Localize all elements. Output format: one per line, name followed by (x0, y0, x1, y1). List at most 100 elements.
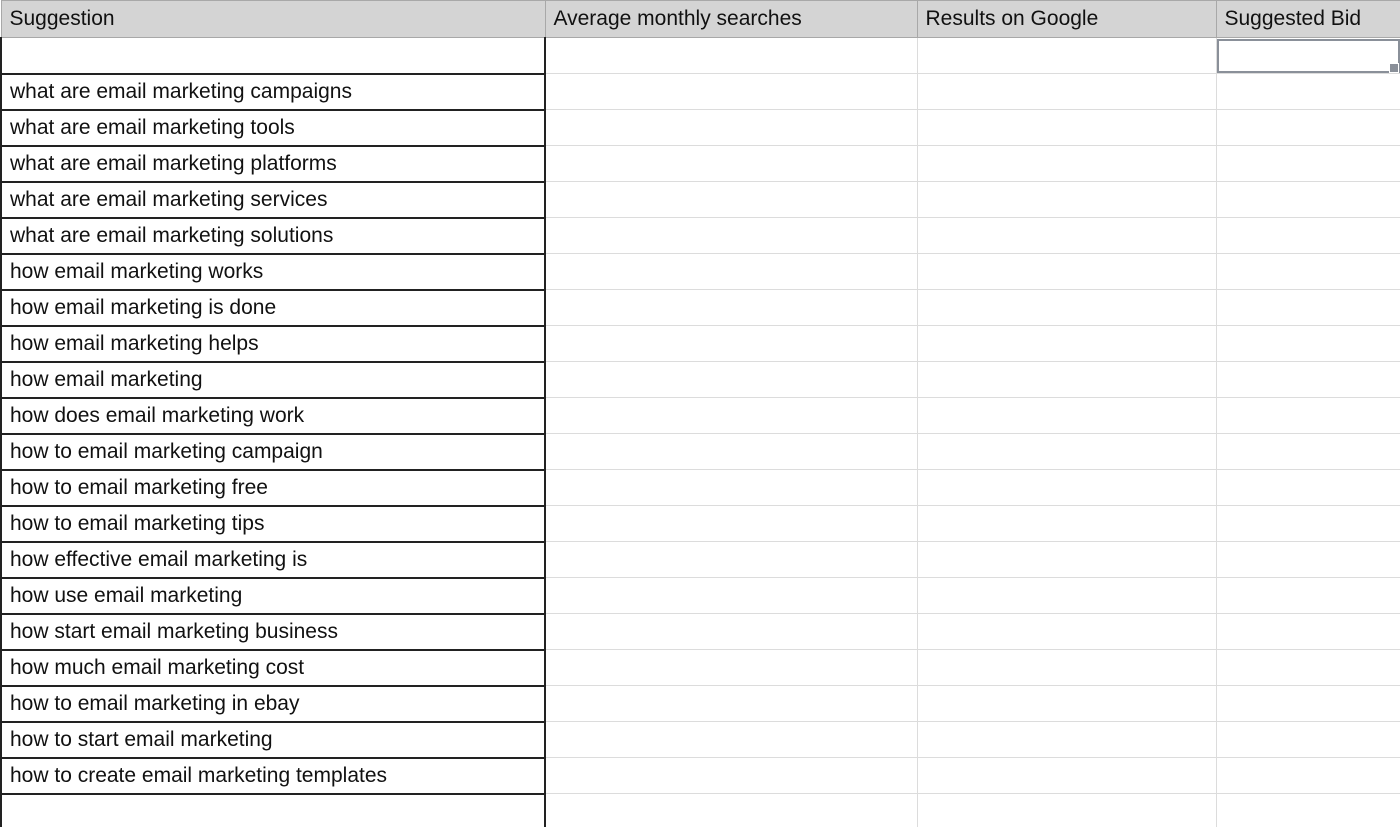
suggested-bid-cell[interactable] (1216, 361, 1400, 398)
average-monthly-searches-cell[interactable] (545, 505, 918, 542)
average-monthly-searches-cell[interactable] (545, 325, 918, 362)
average-monthly-searches-cell[interactable] (545, 541, 918, 578)
suggested-bid-cell[interactable] (1216, 613, 1400, 650)
results-on-google-cell[interactable] (917, 181, 1217, 218)
suggestion-cell[interactable]: how start email marketing business (0, 613, 546, 651)
suggestion-cell[interactable] (0, 37, 546, 75)
table-row: how email marketing (0, 361, 1400, 399)
results-on-google-cell[interactable] (917, 793, 1217, 827)
average-monthly-searches-cell[interactable] (545, 37, 918, 74)
suggestion-cell[interactable]: how much email marketing cost (0, 649, 546, 687)
average-monthly-searches-cell[interactable] (545, 433, 918, 470)
suggestion-cell[interactable]: what are email marketing services (0, 181, 546, 219)
average-monthly-searches-cell[interactable] (545, 253, 918, 290)
suggestion-cell[interactable]: what are email marketing campaigns (0, 73, 546, 111)
suggested-bid-cell[interactable] (1216, 577, 1400, 614)
suggestion-cell[interactable]: how email marketing helps (0, 325, 546, 363)
suggested-bid-cell[interactable] (1216, 541, 1400, 578)
suggestion-cell[interactable]: how to email marketing tips (0, 505, 546, 543)
suggestion-cell[interactable]: how does email marketing work (0, 397, 546, 435)
results-on-google-cell[interactable] (917, 325, 1217, 362)
results-on-google-cell[interactable] (917, 685, 1217, 722)
suggested-bid-cell[interactable] (1216, 253, 1400, 290)
average-monthly-searches-cell[interactable] (545, 289, 918, 326)
results-on-google-cell[interactable] (917, 613, 1217, 650)
average-monthly-searches-cell[interactable] (545, 793, 918, 827)
table-row: how does email marketing work (0, 397, 1400, 435)
suggestion-cell[interactable]: what are email marketing tools (0, 109, 546, 147)
suggested-bid-cell[interactable] (1216, 757, 1400, 794)
average-monthly-searches-cell[interactable] (545, 577, 918, 614)
results-on-google-cell[interactable] (917, 397, 1217, 434)
suggested-bid-cell[interactable] (1216, 469, 1400, 506)
column-header-suggested-bid[interactable]: Suggested Bid (1215, 0, 1400, 38)
suggested-bid-cell[interactable] (1216, 685, 1400, 722)
average-monthly-searches-cell[interactable] (545, 649, 918, 686)
suggested-bid-cell[interactable] (1216, 721, 1400, 758)
suggestion-cell[interactable]: how email marketing works (0, 253, 546, 291)
average-monthly-searches-cell[interactable] (545, 469, 918, 506)
suggested-bid-cell[interactable] (1216, 181, 1400, 218)
results-on-google-cell[interactable] (917, 469, 1217, 506)
average-monthly-searches-cell[interactable] (545, 217, 918, 254)
suggestion-cell[interactable]: how email marketing is done (0, 289, 546, 327)
selected-cell[interactable] (1216, 37, 1400, 74)
suggested-bid-cell[interactable] (1216, 397, 1400, 434)
average-monthly-searches-cell[interactable] (545, 397, 918, 434)
suggested-bid-cell[interactable] (1216, 325, 1400, 362)
results-on-google-cell[interactable] (917, 361, 1217, 398)
results-on-google-cell[interactable] (917, 289, 1217, 326)
results-on-google-cell[interactable] (917, 505, 1217, 542)
suggested-bid-cell[interactable] (1216, 793, 1400, 827)
average-monthly-searches-cell[interactable] (545, 145, 918, 182)
table-row: what are email marketing solutions (0, 217, 1400, 255)
suggestion-cell[interactable]: how to email marketing free (0, 469, 546, 507)
suggestion-cell[interactable]: how to email marketing campaign (0, 433, 546, 471)
suggested-bid-cell[interactable] (1216, 433, 1400, 470)
suggested-bid-cell[interactable] (1216, 289, 1400, 326)
average-monthly-searches-cell[interactable] (545, 73, 918, 110)
suggestion-cell[interactable]: how to start email marketing (0, 721, 546, 759)
results-on-google-cell[interactable] (917, 649, 1217, 686)
results-on-google-cell[interactable] (917, 433, 1217, 470)
suggested-bid-cell[interactable] (1216, 145, 1400, 182)
suggested-bid-cell[interactable] (1216, 217, 1400, 254)
average-monthly-searches-cell[interactable] (545, 109, 918, 146)
suggestion-cell[interactable]: how to create email marketing templates (0, 757, 546, 795)
column-header-suggestion[interactable]: Suggestion (0, 0, 546, 38)
results-on-google-cell[interactable] (917, 253, 1217, 290)
table-row: how to email marketing tips (0, 505, 1400, 543)
suggested-bid-cell[interactable] (1216, 505, 1400, 542)
suggestion-cell[interactable] (0, 793, 546, 827)
column-header-results-on-google[interactable]: Results on Google (916, 0, 1217, 38)
suggestion-cell[interactable]: how effective email marketing is (0, 541, 546, 579)
results-on-google-cell[interactable] (917, 73, 1217, 110)
average-monthly-searches-cell[interactable] (545, 613, 918, 650)
results-on-google-cell[interactable] (917, 541, 1217, 578)
results-on-google-cell[interactable] (917, 757, 1217, 794)
suggested-bid-cell[interactable] (1216, 109, 1400, 146)
average-monthly-searches-cell[interactable] (545, 361, 918, 398)
results-on-google-cell[interactable] (917, 37, 1217, 74)
results-on-google-cell[interactable] (917, 109, 1217, 146)
average-monthly-searches-cell[interactable] (545, 181, 918, 218)
results-on-google-cell[interactable] (917, 721, 1217, 758)
results-on-google-cell[interactable] (917, 145, 1217, 182)
suggestion-cell[interactable]: what are email marketing platforms (0, 145, 546, 183)
column-header-average-monthly-searches[interactable]: Average monthly searches (544, 0, 918, 38)
suggested-bid-cell[interactable] (1216, 649, 1400, 686)
table-row: how to email marketing in ebay (0, 685, 1400, 723)
fill-handle[interactable] (1388, 63, 1399, 73)
suggestion-cell[interactable]: how use email marketing (0, 577, 546, 615)
average-monthly-searches-cell[interactable] (545, 757, 918, 794)
average-monthly-searches-cell[interactable] (545, 721, 918, 758)
results-on-google-cell[interactable] (917, 217, 1217, 254)
average-monthly-searches-cell[interactable] (545, 685, 918, 722)
suggestion-cell[interactable]: how email marketing (0, 361, 546, 399)
suggestion-cell[interactable]: what are email marketing solutions (0, 217, 546, 255)
table-body: what are email marketing campaigns what a… (0, 37, 1400, 827)
results-on-google-cell[interactable] (917, 577, 1217, 614)
suggested-bid-cell[interactable] (1216, 73, 1400, 110)
suggestion-cell[interactable]: how to email marketing in ebay (0, 685, 546, 723)
